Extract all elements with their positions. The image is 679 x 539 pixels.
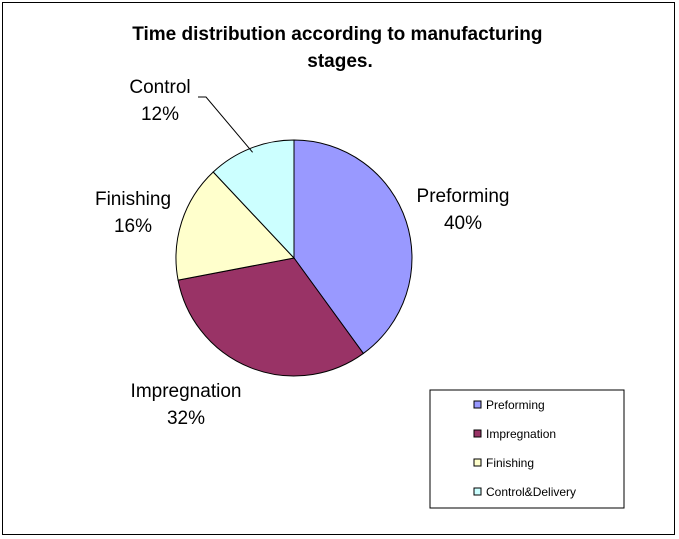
slice-label-name: Control (129, 77, 190, 98)
slice-label-value: 40% (444, 213, 482, 234)
legend-swatch (473, 487, 482, 496)
slice-label-value: 12% (141, 104, 179, 125)
slice-label-value: 16% (114, 216, 152, 237)
legend-label: Impregnation (486, 427, 556, 441)
legend-swatch (473, 429, 482, 438)
legend-box (429, 389, 625, 509)
legend-label: Finishing (486, 456, 534, 470)
leader-line-control (198, 96, 253, 153)
legend-label: Preforming (486, 398, 545, 412)
pie-slices (175, 139, 413, 377)
pie-slice-finishing (175, 171, 295, 281)
slice-label-finishing: Finishing 16% (95, 189, 171, 237)
chart-title-line-2: stages. (307, 51, 372, 72)
chart-legend: Preforming Impregnation Finishing Control&D… (429, 389, 625, 509)
pie-slice-control-delivery (212, 139, 295, 260)
legend-swatch (473, 458, 482, 467)
slice-label-name: Preforming (417, 186, 510, 207)
pie-slice-preforming (293, 139, 413, 355)
pie-slice-impregnation (177, 257, 365, 377)
slice-label-name: Finishing (95, 189, 171, 210)
legend-swatch (473, 400, 482, 409)
slice-label-value: 32% (167, 408, 205, 429)
chart-title: Time distribution according to manufactu… (132, 24, 548, 72)
slice-label-name: Impregnation (131, 381, 242, 402)
slice-label-preforming: Preforming 40% (417, 186, 510, 234)
slice-label-control-delivery: Control 12% (129, 77, 190, 125)
chart-title-line-1: Time distribution according to manufactu… (132, 24, 542, 45)
legend-label: Control&Delivery (486, 485, 576, 499)
slice-labels: Preforming 40% Impregnation 32% Finishing 16%… (95, 77, 509, 429)
slice-label-impregnation: Impregnation 32% (131, 381, 242, 429)
